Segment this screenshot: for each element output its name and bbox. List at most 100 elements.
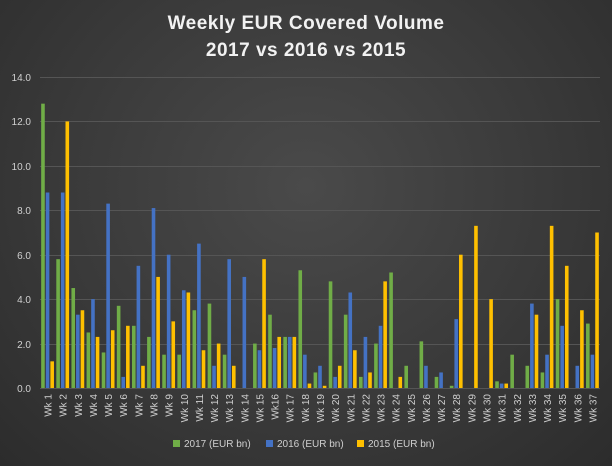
x-tick-label: Wk 30 <box>483 394 494 423</box>
chart-title: Weekly EUR Covered Volume 2017 vs 2016 v… <box>168 13 445 61</box>
bar <box>454 319 459 388</box>
bar <box>590 354 595 388</box>
bar <box>121 376 126 388</box>
bar <box>348 292 353 388</box>
bar <box>171 321 176 388</box>
bar <box>303 354 307 388</box>
x-tick-label: Wk 24 <box>392 394 403 423</box>
x-tick-label: Wk16 <box>271 394 282 420</box>
x-tick-label: Wk 6 <box>119 394 130 417</box>
bar <box>383 281 387 388</box>
bar <box>363 336 368 388</box>
bar <box>80 310 85 388</box>
x-tick-label: Wk 5 <box>104 394 115 417</box>
bar <box>216 343 221 388</box>
x-tick-label: Wk 22 <box>361 394 372 423</box>
x-tick-label: Wk 8 <box>150 394 161 417</box>
x-tick-label: Wk 9 <box>165 394 176 417</box>
bar <box>253 343 257 388</box>
bar <box>268 314 272 388</box>
legend-label: 2017 (EUR bn) <box>184 439 251 450</box>
gridlines <box>40 77 600 389</box>
bar <box>318 365 322 388</box>
bar <box>575 365 580 388</box>
bar <box>374 343 378 388</box>
x-tick-label: Wk 4 <box>89 394 100 417</box>
bar <box>298 270 303 388</box>
x-tick-label: Wk 10 <box>180 394 191 423</box>
bar <box>283 336 287 388</box>
x-tick-label: Wk 19 <box>316 394 327 423</box>
x-tick-label: Wk 18 <box>301 394 312 423</box>
bar <box>337 365 342 388</box>
bar <box>227 259 231 388</box>
x-tick-label: Wk 28 <box>452 394 463 423</box>
y-tick-label: 4.0 <box>17 295 31 306</box>
bar <box>474 225 478 388</box>
bar <box>156 276 160 388</box>
bar <box>495 381 499 388</box>
bar <box>147 336 151 388</box>
legend-swatch <box>266 440 273 447</box>
x-tick-label: Wk 2 <box>59 394 70 417</box>
bar <box>439 372 443 388</box>
bar <box>322 385 327 388</box>
bar <box>359 376 363 388</box>
x-tick-label: Wk 32 <box>513 394 524 423</box>
bar <box>525 365 530 388</box>
bar <box>166 254 171 388</box>
bar <box>555 299 560 388</box>
legend-label: 2015 (EUR bn) <box>368 439 435 450</box>
bar <box>404 365 409 388</box>
bar <box>307 383 312 388</box>
x-tick-label: Wk 23 <box>377 394 388 423</box>
bar <box>116 305 121 388</box>
bar <box>56 259 60 388</box>
bar <box>504 383 509 388</box>
x-tick-label: Wk 31 <box>498 394 509 423</box>
bar <box>212 365 216 388</box>
y-tick-label: 6.0 <box>17 251 31 262</box>
bar <box>201 350 206 388</box>
x-tick-label: Wk 17 <box>286 394 297 423</box>
bar <box>545 354 549 388</box>
bar <box>71 288 76 388</box>
bar <box>222 354 227 388</box>
bar <box>328 281 333 388</box>
bar <box>313 372 318 388</box>
bar <box>207 303 212 388</box>
bar <box>580 310 584 388</box>
bar <box>277 336 281 388</box>
bar <box>560 325 564 388</box>
x-axis-ticks: Wk 1 Wk 2 Wk 3 Wk 4 Wk 5 Wk 6 Wk 7 Wk 8 Wk 9 Wk 1… <box>44 394 600 423</box>
bar <box>595 232 599 388</box>
bar <box>177 354 181 388</box>
x-tick-label: Wk 3 <box>74 394 85 417</box>
bar <box>510 354 514 388</box>
y-axis-ticks: 0.0 2.0 4.0 6.0 8.0 10.0 12.0 14.0 <box>12 73 32 395</box>
x-tick-label: Wk 26 <box>422 394 433 423</box>
bar <box>257 350 262 388</box>
x-tick-label: Wk 11 <box>195 394 206 422</box>
bar <box>564 265 569 388</box>
bar <box>91 299 95 388</box>
bar <box>231 365 236 388</box>
bars <box>41 103 599 389</box>
x-tick-label: Wk 27 <box>437 394 448 423</box>
y-tick-label: 12.0 <box>12 117 32 128</box>
bar <box>262 259 266 388</box>
y-tick-label: 2.0 <box>17 340 31 351</box>
bar <box>106 203 110 388</box>
chart-title-line-1: Weekly EUR Covered Volume <box>168 13 445 34</box>
x-tick-label: Wk 33 <box>528 394 539 423</box>
x-tick-label: Wk 13 <box>225 394 236 423</box>
legend-swatch <box>173 440 180 447</box>
y-tick-label: 0.0 <box>17 384 31 395</box>
bar <box>459 254 463 388</box>
x-tick-label: Wk 34 <box>543 394 554 423</box>
legend: 2017 (EUR bn) 2016 (EUR bn) 2015 (EUR bn) <box>173 439 435 450</box>
bar <box>272 348 277 388</box>
bar <box>333 376 337 388</box>
bar <box>151 208 156 388</box>
